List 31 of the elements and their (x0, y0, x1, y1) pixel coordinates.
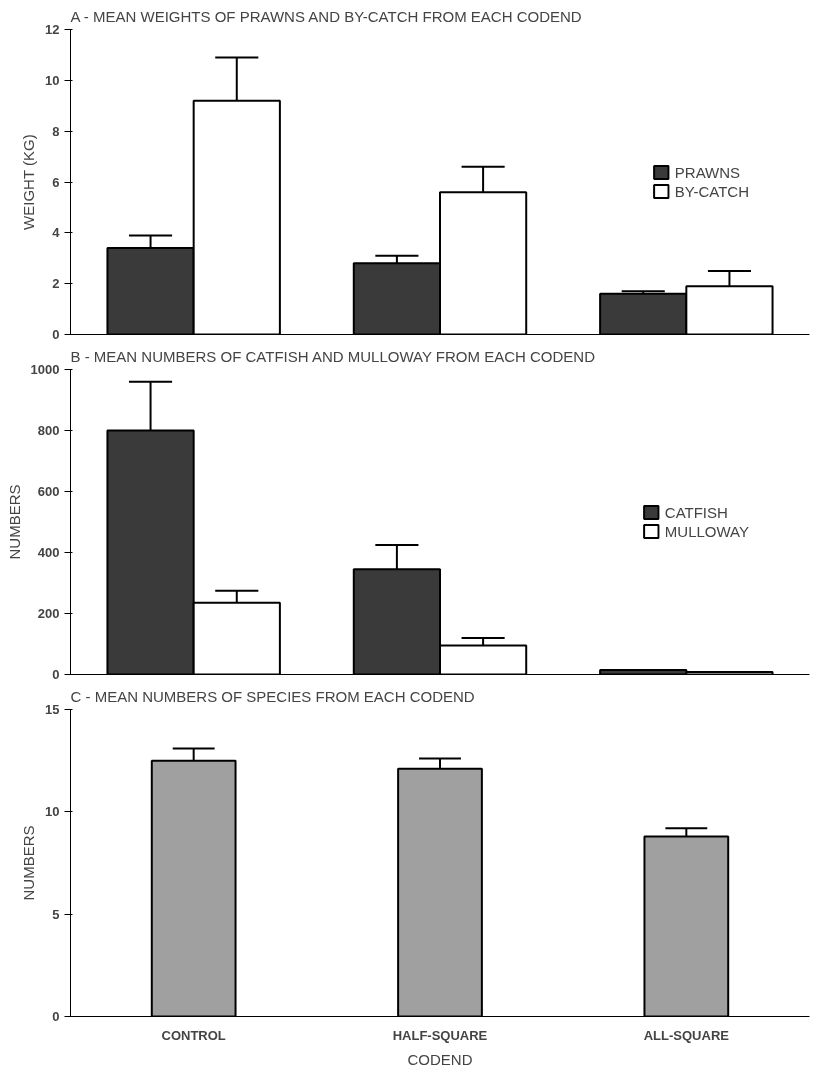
chart-title: A - MEAN WEIGHTS OF PRAWNS AND BY-CATCH FROM EACH CODEND (70, 7, 582, 25)
y-tick-label: 400 (37, 545, 60, 560)
y-tick-label: 6 (52, 174, 60, 190)
y-axis-title: NUMBERS (5, 484, 23, 560)
legend-label: CATFISH (664, 503, 728, 521)
y-tick-label: 5 (52, 906, 60, 922)
y-tick-label: 10 (45, 72, 60, 88)
x-tick-label: CONTROL (161, 1027, 226, 1043)
y-tick-label: 4 (52, 225, 61, 241)
y-tick-label: 0 (52, 327, 60, 342)
legend-label: BY-CATCH (674, 182, 749, 200)
x-tick-label: HALF-SQUARE (392, 1027, 488, 1043)
y-tick-label: 600 (37, 484, 60, 499)
chart-title: B - MEAN NUMBERS OF CATFISH AND MULLOWAY FROM EACH CODEND (70, 347, 596, 365)
y-tick-label: 10 (45, 804, 60, 820)
x-tick-label: ALL-SQUARE (643, 1027, 730, 1043)
y-tick-label: 0 (52, 667, 60, 682)
x-axis-title: CODEND (407, 1050, 473, 1068)
legend-label: MULLOWAY (664, 522, 749, 540)
y-tick-label: 0 (52, 1009, 60, 1024)
y-tick-label: 2 (52, 276, 60, 292)
y-tick-label: 800 (37, 423, 60, 438)
y-tick-label: 15 (45, 702, 60, 717)
legend-label: PRAWNS (674, 163, 741, 181)
y-tick-label: 12 (45, 22, 60, 37)
y-axis-title: WEIGHT (KG) (20, 134, 38, 230)
y-tick-label: 200 (37, 606, 60, 621)
y-tick-label: 1000 (30, 362, 60, 377)
y-axis-title: NUMBERS (20, 825, 38, 901)
chart-title: C - MEAN NUMBERS OF SPECIES FROM EACH CODEND (70, 687, 475, 705)
y-tick-label: 8 (52, 123, 60, 139)
